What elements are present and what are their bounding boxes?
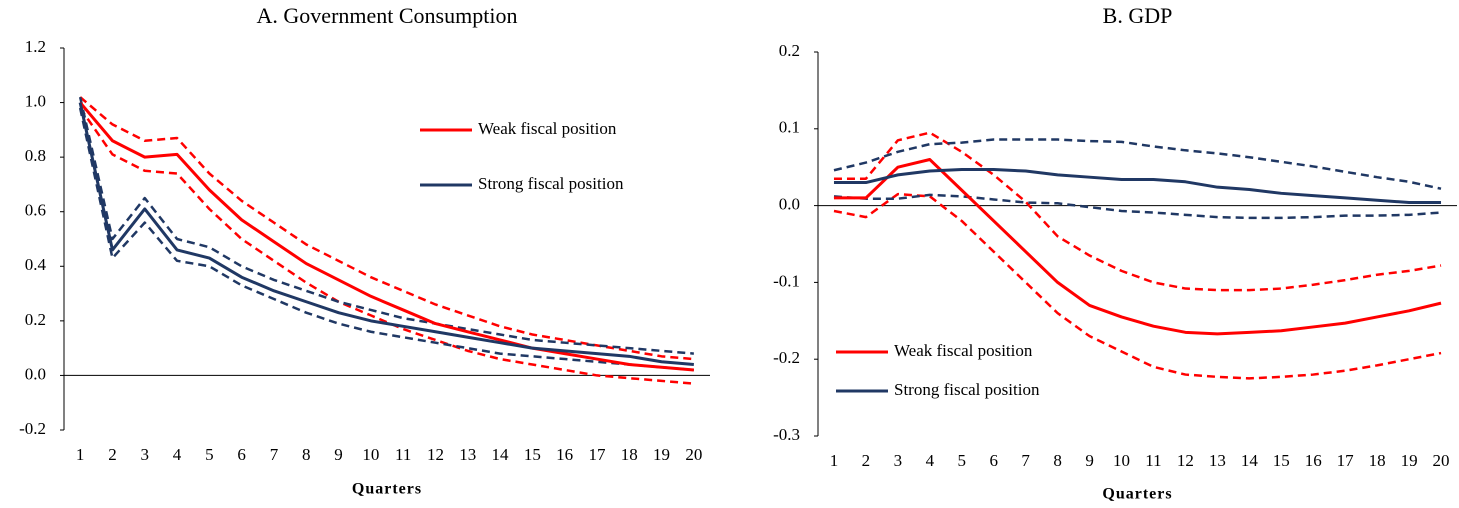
x-tick-label: 18: [1369, 451, 1386, 470]
y-tick-label: 0.0: [25, 364, 46, 383]
y-tick-label: 0.4: [25, 255, 47, 274]
x-tick-label: 3: [141, 445, 150, 464]
legend-label: Strong fiscal position: [894, 380, 1040, 399]
x-tick-label: 13: [1209, 451, 1226, 470]
x-tick-label: 10: [1113, 451, 1130, 470]
legend-label: Strong fiscal position: [478, 174, 624, 193]
y-tick-label: 1.2: [25, 37, 46, 56]
band-line: [79, 107, 694, 385]
series-line: [78, 102, 694, 367]
x-tick-label: 19: [1401, 451, 1418, 470]
y-tick-label: -0.3: [773, 425, 800, 444]
x-tick-label: 7: [270, 445, 279, 464]
x-tick-label: 15: [1273, 451, 1290, 470]
x-tick-label: 18: [621, 445, 638, 464]
x-tick-label: 7: [1021, 451, 1030, 470]
x-tick-label: 10: [362, 445, 379, 464]
x-tick-label: 6: [237, 445, 246, 464]
legend-label: Weak fiscal position: [894, 341, 1033, 360]
y-tick-label: -0.2: [773, 348, 800, 367]
x-tick-label: 1: [76, 445, 85, 464]
series-line: [833, 168, 1442, 205]
y-tick-label: -0.1: [773, 271, 800, 290]
x-tick-label: 15: [524, 445, 541, 464]
x-tick-label: 11: [1145, 451, 1161, 470]
series-line: [833, 158, 1442, 336]
x-tick-label: 17: [588, 445, 606, 464]
x-tick-label: 5: [958, 451, 967, 470]
band-line: [79, 96, 694, 361]
x-tick-label: 14: [492, 445, 510, 464]
band-line: [78, 107, 694, 372]
band-line: [833, 192, 1442, 380]
y-tick-label: 0.6: [25, 201, 46, 220]
x-tick-label: 9: [334, 445, 343, 464]
x-tick-label: 14: [1241, 451, 1259, 470]
x-tick-label: 20: [1433, 451, 1450, 470]
chart-title: A. Government Consumption: [257, 3, 518, 28]
band-line: [833, 193, 1442, 220]
x-tick-label: 2: [108, 445, 117, 464]
x-tick-label: 4: [173, 445, 182, 464]
x-tick-label: 4: [926, 451, 935, 470]
x-tick-label: 16: [556, 445, 573, 464]
x-tick-label: 3: [894, 451, 903, 470]
x-tick-label: 16: [1305, 451, 1322, 470]
x-tick-label: 5: [205, 445, 214, 464]
x-axis-label: Quarters: [1102, 486, 1172, 503]
y-tick-label: -0.2: [19, 419, 46, 438]
x-tick-label: 19: [653, 445, 670, 464]
band-line: [833, 131, 1442, 292]
x-tick-label: 2: [862, 451, 871, 470]
y-tick-label: 0.2: [779, 41, 800, 60]
y-tick-label: 0.1: [779, 118, 800, 137]
x-tick-label: 12: [1177, 451, 1194, 470]
x-tick-label: 13: [459, 445, 476, 464]
y-tick-label: 0.8: [25, 146, 46, 165]
x-tick-label: 12: [427, 445, 444, 464]
x-tick-label: 1: [830, 451, 839, 470]
x-tick-label: 20: [685, 445, 702, 464]
x-tick-label: 17: [1337, 451, 1355, 470]
x-axis-label: Quarters: [352, 481, 422, 498]
y-tick-label: 0.2: [25, 310, 46, 329]
x-tick-label: 11: [395, 445, 411, 464]
x-tick-label: 8: [302, 445, 311, 464]
y-tick-label: 0.0: [779, 195, 800, 214]
chart-title: B. GDP: [1103, 3, 1173, 28]
x-tick-label: 8: [1053, 451, 1062, 470]
band-line: [833, 138, 1442, 190]
y-tick-label: 1.0: [25, 91, 46, 110]
x-tick-label: 9: [1085, 451, 1094, 470]
legend-label: Weak fiscal position: [478, 119, 617, 138]
band-line: [78, 96, 694, 355]
series-line: [79, 101, 694, 372]
x-tick-label: 6: [989, 451, 998, 470]
